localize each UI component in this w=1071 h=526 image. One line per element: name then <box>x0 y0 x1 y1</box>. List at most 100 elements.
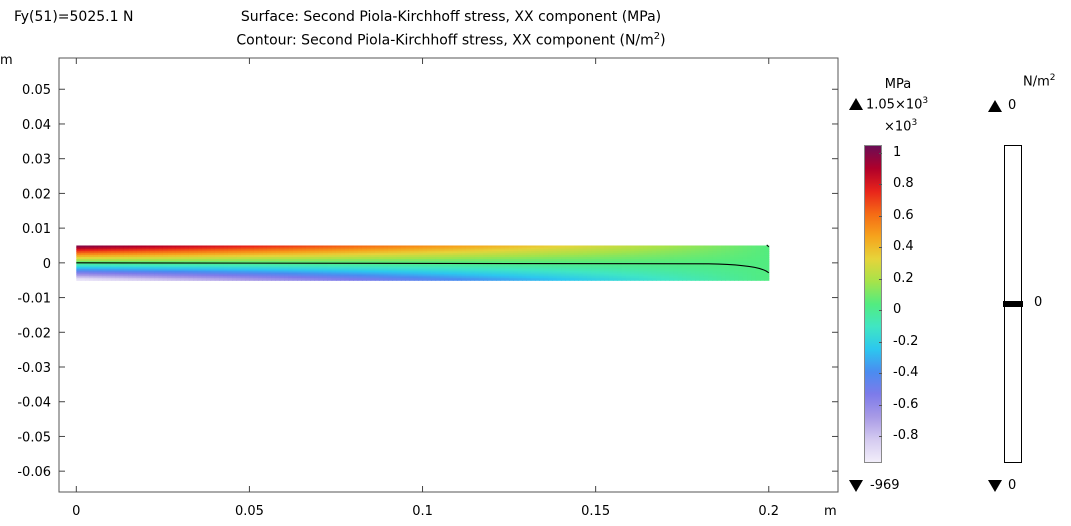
beam-cell <box>439 245 445 249</box>
beam-cell <box>448 272 454 276</box>
beam-cell <box>669 255 675 258</box>
beam-cell <box>664 270 670 274</box>
beam-cell <box>102 262 108 266</box>
beam-cell <box>569 276 575 279</box>
beam-cell <box>327 255 333 258</box>
colorbar1-max-value: 1.05×10 <box>866 97 923 113</box>
beam-cell <box>232 278 238 281</box>
beam-cell <box>219 255 225 258</box>
beam-cell <box>608 260 614 264</box>
beam-cell <box>452 257 458 260</box>
beam-cell <box>418 249 424 252</box>
beam-cell <box>608 276 614 279</box>
beam-cell <box>703 266 709 270</box>
beam-cell <box>366 272 372 276</box>
beam-cell <box>149 253 155 256</box>
beam-cell <box>496 247 502 250</box>
beam-cell <box>439 272 445 276</box>
beam-cell <box>612 278 618 281</box>
beam-cell <box>405 260 411 264</box>
beam-cell <box>461 272 467 276</box>
beam-cell <box>543 272 549 276</box>
beam-cell <box>305 260 311 264</box>
beam-cell <box>387 264 393 268</box>
beam-cell <box>348 264 354 268</box>
beam-cell <box>647 245 653 249</box>
beam-cell <box>426 247 432 250</box>
beam-cell <box>184 266 190 270</box>
beam-cell <box>556 278 562 281</box>
beam-cell <box>180 270 186 274</box>
beam-cell <box>522 245 527 249</box>
beam-cell <box>517 276 523 279</box>
beam-cell <box>574 253 579 256</box>
beam-cell <box>374 266 380 270</box>
beam-cell <box>483 257 489 260</box>
beam-cell <box>383 257 389 260</box>
beam-cell <box>677 255 683 258</box>
beam-cell <box>509 247 515 250</box>
beam-cell <box>288 247 294 250</box>
beam-cell <box>136 257 142 260</box>
beam-cell <box>552 255 558 258</box>
beam-cell <box>344 264 350 268</box>
beam-cell <box>595 266 601 270</box>
beam-cell <box>383 274 389 277</box>
beam-cell <box>452 255 458 258</box>
beam-cell <box>582 274 588 277</box>
beam-cell <box>699 257 705 260</box>
beam-cell <box>491 266 497 270</box>
beam-cell <box>331 262 337 266</box>
beam-cell <box>266 255 272 258</box>
beam-cell <box>630 272 636 276</box>
beam-cell <box>340 260 346 264</box>
beam-cell <box>621 260 627 264</box>
beam-cell <box>504 274 510 277</box>
beam-cell <box>686 251 692 254</box>
beam-cell <box>128 253 134 256</box>
beam-cell <box>612 264 618 268</box>
beam-cell <box>751 274 757 277</box>
beam-cell <box>89 264 95 268</box>
colorbar1-tick-mark <box>879 247 882 249</box>
beam-cell <box>565 270 571 274</box>
beam-cell <box>612 270 618 274</box>
beam-cell <box>738 253 744 256</box>
beam-cell <box>292 276 298 279</box>
beam-cell <box>599 264 605 268</box>
beam-cell <box>383 272 389 276</box>
beam-cell <box>201 266 207 270</box>
beam-cell <box>193 251 199 254</box>
beam-cell <box>487 274 493 277</box>
beam-cell <box>651 276 657 279</box>
beam-cell <box>435 266 441 270</box>
beam-cell <box>201 270 207 274</box>
beam-cell <box>612 276 618 279</box>
beam-cell <box>327 266 333 270</box>
beam-cell <box>210 268 216 272</box>
beam-cell <box>245 249 251 252</box>
beam-cell <box>483 278 489 281</box>
beam-cell <box>591 278 597 281</box>
beam-cell <box>422 264 428 268</box>
y-tick-label: -0.06 <box>17 465 51 480</box>
beam-cell <box>84 260 90 264</box>
beam-cell <box>193 260 199 264</box>
beam-cell <box>552 274 558 277</box>
beam-cell <box>591 249 597 252</box>
beam-cell <box>586 247 592 250</box>
beam-cell <box>608 251 614 254</box>
beam-cell <box>625 274 631 277</box>
beam-cell <box>444 262 450 266</box>
beam-cell <box>677 270 683 274</box>
beam-cell <box>396 249 402 252</box>
beam-cell <box>621 247 627 250</box>
beam-cell <box>327 260 333 264</box>
beam-cell <box>353 268 359 272</box>
beam-cell <box>586 274 592 277</box>
beam-cell <box>275 278 281 281</box>
beam-cell <box>344 278 350 281</box>
beam-cell <box>318 253 324 256</box>
beam-cell <box>656 260 662 264</box>
beam-cell <box>206 249 212 252</box>
